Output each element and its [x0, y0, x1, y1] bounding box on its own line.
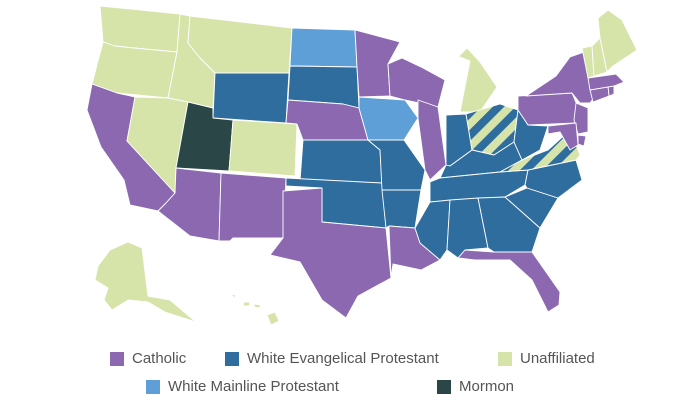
state-colorado	[228, 119, 298, 177]
state-delaware	[577, 134, 587, 147]
state-massachusetts	[587, 73, 625, 91]
state-alaska	[94, 241, 197, 323]
legend-label-unaffiliated: Unaffiliated	[520, 350, 595, 367]
state-maryland	[547, 122, 579, 151]
state-illinois	[417, 99, 447, 181]
state-wyoming	[212, 72, 290, 124]
states-layer	[86, 5, 638, 326]
legend-swatch-unaffiliated	[498, 351, 512, 366]
state-kansas	[299, 139, 383, 184]
state-new-jersey	[573, 102, 589, 135]
legend-swatch-catholic	[110, 351, 124, 366]
state-iowa	[358, 96, 419, 141]
state-arkansas	[381, 189, 422, 229]
legend-label-mormon: Mormon	[459, 378, 515, 395]
state-rhode-island	[607, 85, 615, 97]
legend-item-unaffiliated: Unaffiliated	[498, 350, 595, 367]
legend-swatch-mainline	[146, 379, 160, 394]
legend-swatch-evangelical	[225, 351, 239, 366]
legend-label-catholic: Catholic	[132, 350, 187, 367]
state-hawaii	[230, 293, 280, 326]
legend-item-mormon: Mormon	[437, 378, 514, 395]
state-wisconsin	[387, 57, 446, 108]
legend-swatch-mormon	[437, 379, 451, 394]
us-religion-map	[86, 5, 638, 326]
state-michigan	[429, 47, 498, 113]
legend-item-mainline: White Mainline Protestant	[146, 378, 339, 395]
map-svg	[86, 5, 638, 326]
state-north-dakota	[289, 27, 358, 68]
state-texas	[269, 187, 392, 319]
state-new-mexico	[218, 172, 287, 242]
legend-item-catholic: Catholic	[110, 350, 186, 367]
state-florida	[457, 249, 561, 313]
legend-label-evangelical: White Evangelical Protestant	[247, 350, 439, 367]
legend-label-mainline: White Mainline Protestant	[168, 378, 339, 395]
state-maine	[597, 9, 638, 73]
legend-item-evangelical: White Evangelical Protestant	[225, 350, 439, 367]
state-pennsylvania	[517, 92, 581, 126]
